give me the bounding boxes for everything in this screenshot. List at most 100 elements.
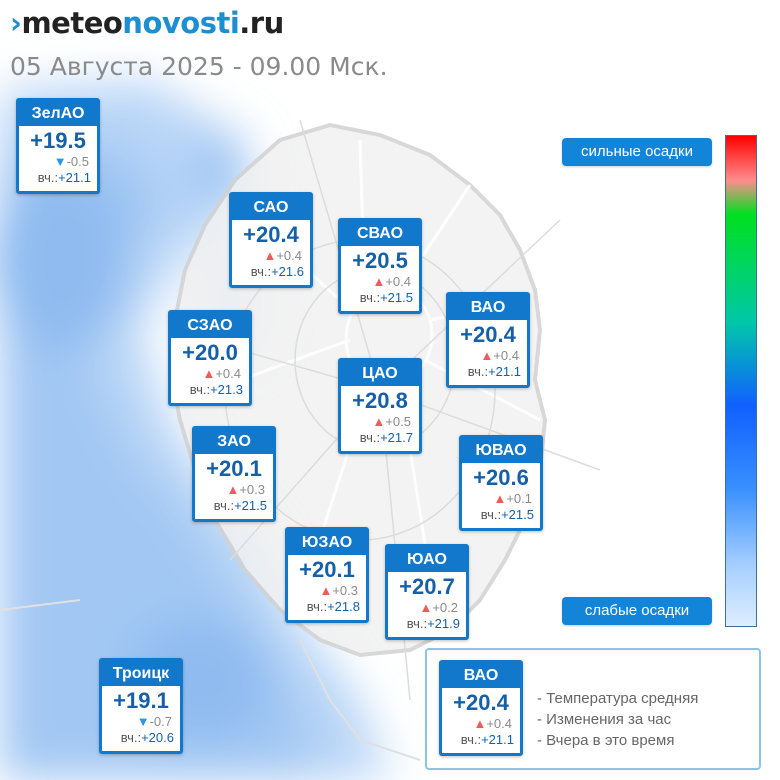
district-temp: +19.5 xyxy=(30,128,86,153)
district-name: СЗАО xyxy=(171,313,249,338)
district-card[interactable]: ЗАО +20.1 ▲+0.3 вч.:+21.5 xyxy=(192,426,276,522)
district-yesterday-value: +20.6 xyxy=(141,730,174,745)
district-name: СВАО xyxy=(341,221,419,246)
district-change-value: -0.5 xyxy=(66,154,89,169)
district-temp: +19.1 xyxy=(113,688,169,713)
legend-example-card: ВАО +20.4 ▲+0.4 вч.:+21.1 xyxy=(439,660,523,756)
district-yesterday-value: +21.7 xyxy=(380,430,413,445)
yesterday-prefix: вч.: xyxy=(480,507,502,522)
arrow-up-icon: ▲ xyxy=(419,600,433,615)
legend-card-yesterday-value: +21.1 xyxy=(481,732,514,747)
district-yesterday-value: +21.6 xyxy=(271,264,304,279)
yesterday-prefix: вч.: xyxy=(306,599,328,614)
yesterday-prefix: вч.: xyxy=(460,732,482,747)
district-name: ЗелАО xyxy=(19,101,97,126)
district-yesterday-value: +21.1 xyxy=(58,170,91,185)
district-card[interactable]: СВАО +20.5 ▲+0.4 вч.:+21.5 xyxy=(338,218,422,314)
legend-card-yesterday: вч.:+21.1 xyxy=(442,732,520,748)
district-name: ЮЗАО xyxy=(288,530,366,555)
legend-card-change-value: +0.4 xyxy=(486,716,512,731)
logo-mark: › xyxy=(10,6,22,40)
district-temp: +20.8 xyxy=(352,388,408,413)
district-yesterday-value: +21.8 xyxy=(327,599,360,614)
district-card[interactable]: Троицк +19.1 ▼-0.7 вч.:+20.6 xyxy=(99,658,183,754)
legend-card-temp: +20.4 xyxy=(453,690,509,715)
arrow-up-icon: ▲ xyxy=(372,414,386,429)
district-yesterday: вч.:+21.1 xyxy=(19,170,97,186)
yesterday-prefix: вч.: xyxy=(467,364,489,379)
district-yesterday: вч.:+21.3 xyxy=(171,382,249,398)
district-yesterday-value: +21.5 xyxy=(234,498,267,513)
district-change-value: +0.4 xyxy=(385,274,411,289)
district-change: ▼-0.5 xyxy=(19,153,97,170)
district-name: ВАО xyxy=(449,295,527,320)
district-name: ЗАО xyxy=(195,429,273,454)
district-temp: +20.1 xyxy=(299,557,355,582)
district-change-value: +0.4 xyxy=(215,366,241,381)
legend-card-name: ВАО xyxy=(442,663,520,688)
district-yesterday: вч.:+21.8 xyxy=(288,599,366,615)
district-change: ▲+0.4 xyxy=(449,347,527,364)
district-yesterday-value: +21.1 xyxy=(488,364,521,379)
district-yesterday: вч.:+21.5 xyxy=(195,498,273,514)
district-change: ▲+0.5 xyxy=(341,413,419,430)
yesterday-prefix: вч.: xyxy=(37,170,59,185)
district-change: ▲+0.4 xyxy=(232,247,310,264)
district-card[interactable]: ЦАО +20.8 ▲+0.5 вч.:+21.7 xyxy=(338,358,422,454)
precip-high-label: сильные осадки xyxy=(562,138,712,166)
district-temp: +20.7 xyxy=(399,574,455,599)
arrow-down-icon: ▼ xyxy=(53,154,67,169)
district-yesterday: вч.:+21.5 xyxy=(462,507,540,523)
district-name: ЮАО xyxy=(388,547,466,572)
district-yesterday-value: +21.5 xyxy=(380,290,413,305)
yesterday-prefix: вч.: xyxy=(359,430,381,445)
district-temp: +20.5 xyxy=(352,248,408,273)
district-change: ▲+0.4 xyxy=(341,273,419,290)
yesterday-prefix: вч.: xyxy=(213,498,235,513)
district-name: САО xyxy=(232,195,310,220)
district-name: ЦАО xyxy=(341,361,419,386)
district-change-value: +0.3 xyxy=(239,482,265,497)
logo-meteo: meteo xyxy=(21,6,123,40)
district-change: ▲+0.1 xyxy=(462,490,540,507)
district-yesterday-value: +21.9 xyxy=(427,616,460,631)
district-card[interactable]: САО +20.4 ▲+0.4 вч.:+21.6 xyxy=(229,192,313,288)
district-temp: +20.4 xyxy=(460,322,516,347)
outer-territories xyxy=(0,599,421,761)
precip-low-label: слабые осадки xyxy=(562,597,712,625)
district-temp: +20.0 xyxy=(182,340,238,365)
yesterday-prefix: вч.: xyxy=(359,290,381,305)
district-change-value: +0.5 xyxy=(385,414,411,429)
district-yesterday: вч.:+21.1 xyxy=(449,364,527,380)
district-change: ▲+0.3 xyxy=(288,582,366,599)
district-yesterday-value: +21.5 xyxy=(501,507,534,522)
site-logo[interactable]: ›meteonovosti.ru xyxy=(10,6,284,40)
district-yesterday: вч.:+21.5 xyxy=(341,290,419,306)
district-card[interactable]: ЗелАО +19.5 ▼-0.5 вч.:+21.1 xyxy=(16,98,100,194)
district-change: ▲+0.2 xyxy=(388,599,466,616)
district-change-value: +0.2 xyxy=(432,600,458,615)
district-card[interactable]: ЮВАО +20.6 ▲+0.1 вч.:+21.5 xyxy=(459,435,543,531)
forecast-datetime: 05 Августа 2025 - 09.00 Мск. xyxy=(10,52,388,81)
yesterday-prefix: вч.: xyxy=(120,730,142,745)
district-change-value: +0.3 xyxy=(332,583,358,598)
district-yesterday-value: +21.3 xyxy=(210,382,243,397)
district-card[interactable]: ЮЗАО +20.1 ▲+0.3 вч.:+21.8 xyxy=(285,527,369,623)
arrow-up-icon: ▲ xyxy=(202,366,216,381)
arrow-up-icon: ▲ xyxy=(226,482,240,497)
district-change: ▼-0.7 xyxy=(102,713,180,730)
yesterday-prefix: вч.: xyxy=(189,382,211,397)
district-change: ▲+0.3 xyxy=(195,481,273,498)
district-card[interactable]: ВАО +20.4 ▲+0.4 вч.:+21.1 xyxy=(446,292,530,388)
district-yesterday: вч.:+20.6 xyxy=(102,730,180,746)
district-change-value: +0.4 xyxy=(493,348,519,363)
district-yesterday: вч.:+21.9 xyxy=(388,616,466,632)
district-name: ЮВАО xyxy=(462,438,540,463)
district-change-value: +0.1 xyxy=(506,491,532,506)
district-card[interactable]: СЗАО +20.0 ▲+0.4 вч.:+21.3 xyxy=(168,310,252,406)
yesterday-prefix: вч.: xyxy=(250,264,272,279)
legend-panel: ВАО +20.4 ▲+0.4 вч.:+21.1 - Температура … xyxy=(425,648,761,770)
district-temp: +20.6 xyxy=(473,465,529,490)
arrow-up-icon: ▲ xyxy=(493,491,507,506)
district-card[interactable]: ЮАО +20.7 ▲+0.2 вч.:+21.9 xyxy=(385,544,469,640)
